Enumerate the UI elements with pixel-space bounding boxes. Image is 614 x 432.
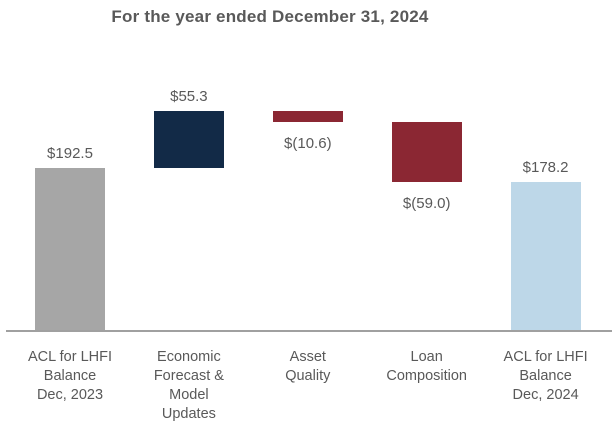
chart-title: For the year ended December 31, 2024 — [111, 7, 429, 26]
category-label: ACL for LHFI Balance Dec, 2023 — [27, 349, 113, 403]
bar-value-label: $(59.0) — [402, 195, 451, 213]
category-label: Economic Forecast & Model Updates — [153, 349, 224, 422]
waterfall-bar — [153, 111, 224, 168]
bar-value-label: $192.5 — [47, 144, 93, 162]
bar-value-label: $(10.6) — [284, 134, 332, 152]
x-axis-line — [6, 330, 612, 332]
category-label: ACL for LHFI Balance Dec, 2024 — [503, 349, 588, 403]
category-label: Asset Quality — [285, 349, 331, 384]
waterfall-bar — [510, 182, 581, 331]
waterfall-bar — [391, 121, 462, 183]
waterfall-bar — [35, 167, 105, 331]
waterfall-bar — [272, 111, 343, 122]
category-label: Loan Composition — [386, 349, 467, 384]
bar-value-label: $55.3 — [170, 88, 208, 106]
bar-value-label: $178.2 — [522, 159, 569, 177]
